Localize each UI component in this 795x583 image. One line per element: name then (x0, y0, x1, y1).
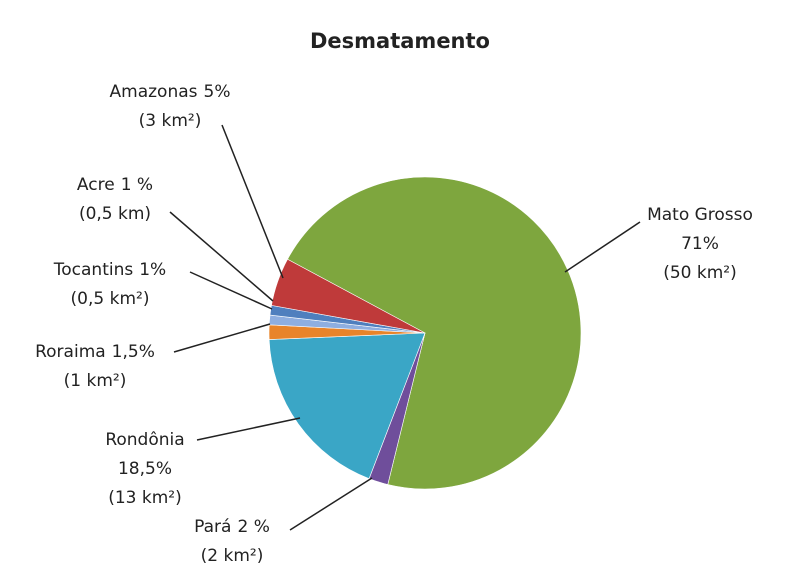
category-label: Mato Grosso (647, 205, 753, 225)
slice-label: Rondônia (105, 430, 184, 450)
slice-label: Pará 2 % (194, 517, 270, 537)
category-label: Tocantins (53, 260, 134, 280)
value-label: 1,5% (112, 342, 155, 362)
category-label: Pará (194, 517, 231, 537)
leader-line (221, 124, 284, 279)
slice-label: (3 km²) (139, 111, 202, 131)
slice-label: Acre 1 % (77, 175, 153, 195)
area-label: (2 km²) (201, 546, 264, 566)
pie-slice (271, 258, 426, 334)
value-label: 1 % (121, 175, 153, 195)
slice-label: 71% (681, 234, 719, 254)
area-label: (1 km²) (64, 371, 127, 391)
leader-line (169, 211, 274, 302)
leader-line (196, 417, 301, 441)
pie-slice (268, 332, 426, 480)
value-label: 71% (681, 234, 719, 254)
category-label: Rondônia (105, 430, 184, 450)
category-label: Roraima (35, 342, 106, 362)
slice-label: Amazonas 5% (110, 82, 231, 102)
leader-line (564, 221, 641, 273)
area-label: (0,5 km) (79, 204, 151, 224)
value-label: 1% (139, 260, 166, 280)
leader-line (189, 271, 273, 310)
slice-label: (2 km²) (201, 546, 264, 566)
leader-line (289, 477, 373, 531)
area-label: (0,5 km²) (71, 289, 150, 309)
leader-line (173, 323, 271, 353)
value-label: 18,5% (118, 459, 172, 479)
slice-label: (0,5 km) (79, 204, 151, 224)
slice-label: Roraima 1,5% (35, 342, 155, 362)
value-label: 2 % (237, 517, 269, 537)
value-label: 5% (204, 82, 231, 102)
area-label: (50 km²) (663, 263, 737, 283)
area-label: (13 km²) (108, 488, 182, 508)
area-label: (3 km²) (139, 111, 202, 131)
slice-label: Tocantins 1% (53, 260, 166, 280)
category-label: Acre (77, 175, 115, 195)
category-label: Amazonas (110, 82, 198, 102)
slice-label: 18,5% (118, 459, 172, 479)
slice-label: (13 km²) (108, 488, 182, 508)
slice-label: (1 km²) (64, 371, 127, 391)
slice-label: (50 km²) (663, 263, 737, 283)
slice-label: (0,5 km²) (71, 289, 150, 309)
slice-label: Mato Grosso (647, 205, 753, 225)
chart-title: Desmatamento (310, 29, 490, 53)
